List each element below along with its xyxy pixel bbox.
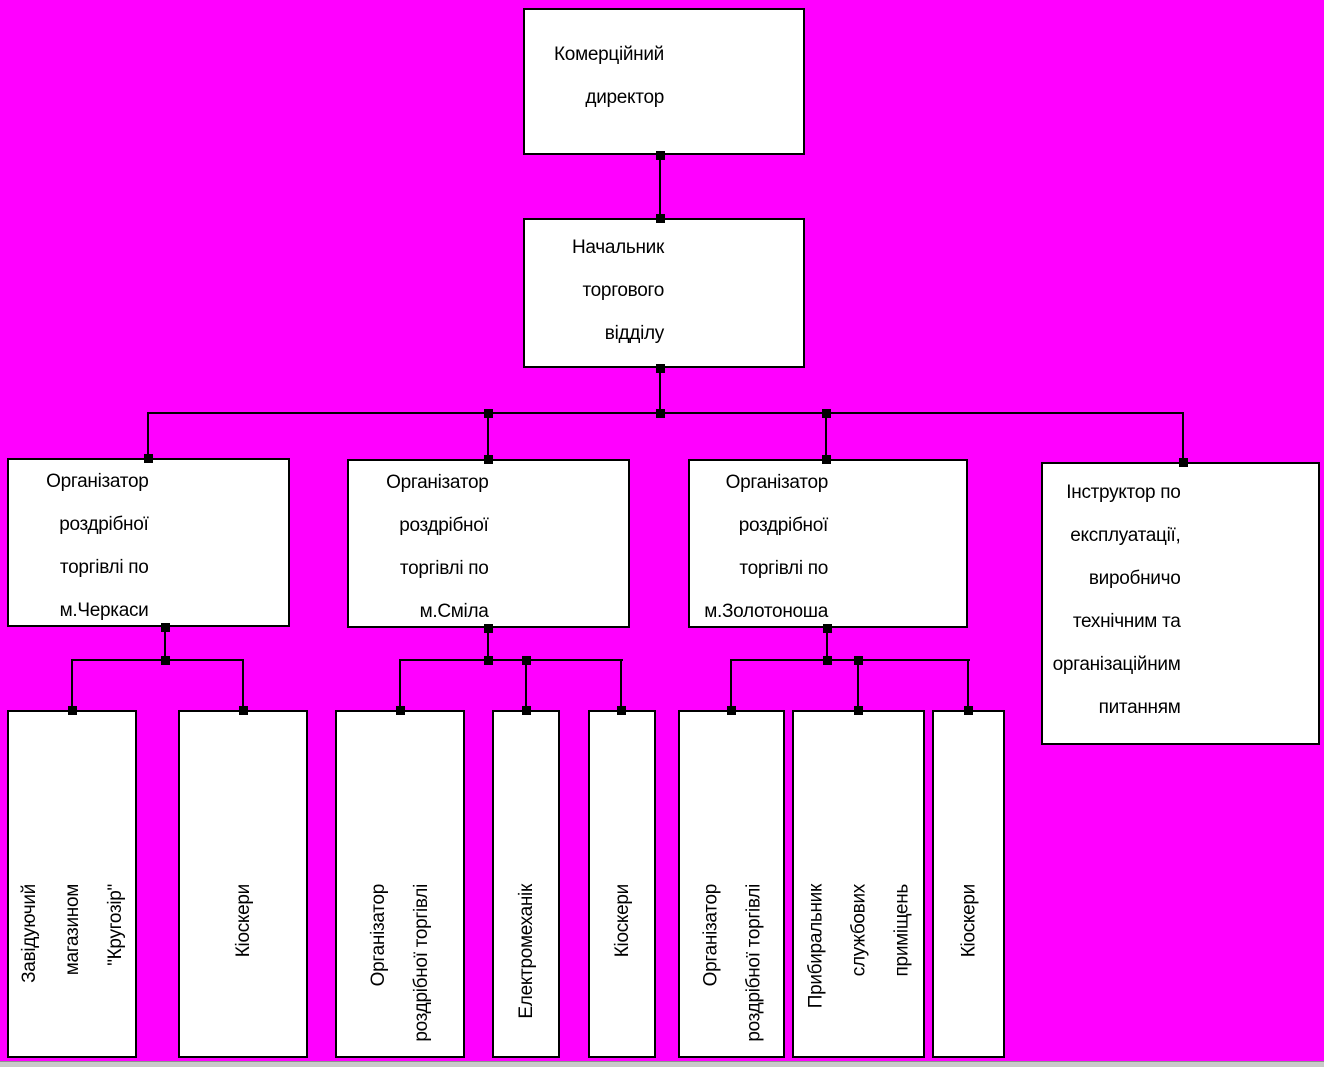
connector-drop-smila (487, 412, 489, 459)
node-store-manager-kruhozir[interactable]: Завідуючий магазином "Кругозір" (7, 710, 137, 1058)
node-organizer-smila[interactable]: Організатор роздрібної торгівлі по м.Смі… (347, 459, 630, 628)
connector-zolotonosha-child2-drop (857, 659, 859, 710)
connector-smila-stem (487, 628, 489, 660)
node-organizer-cherkasy[interactable]: Організатор роздрібної торгівлі по м.Чер… (7, 458, 290, 627)
node-kioskers-zolotonosha-label: Кіоскери (958, 884, 979, 958)
connection-handle (617, 706, 626, 715)
node-retail-organizer-smila[interactable]: Організатор роздрібної торгівлі (335, 710, 465, 1058)
node-electromechanic-label: Електромеханік (515, 884, 537, 1019)
connection-handle (484, 656, 493, 665)
node-instructor[interactable]: Інструктор по експлуатації, виробничо те… (1041, 462, 1320, 745)
node-kioskers-zolotonosha[interactable]: Кіоскери (932, 710, 1005, 1058)
node-retail-organizer-zolotonosha[interactable]: Організатор роздрібної торгівлі (678, 710, 785, 1058)
node-retail-organizer-zolotonosha-label: Організатор роздрібної торгівлі (699, 884, 764, 1042)
connection-handle (822, 455, 831, 464)
connector-zolotonosha-stem (826, 628, 828, 660)
connector-cherkasy-child2-drop (242, 659, 244, 710)
connector-cherkasy-rail (71, 659, 243, 661)
connector-level3-rail (147, 412, 1184, 414)
node-kioskers-cherkasy[interactable]: Кіоскери (178, 710, 308, 1058)
connection-handle (822, 409, 831, 418)
connection-handle (656, 214, 665, 223)
connection-handle (823, 656, 832, 665)
connector-cherkasy-stem (164, 627, 166, 660)
connection-handle (239, 706, 248, 715)
node-trade-department-head-label: Начальник торгового відділу (571, 237, 664, 344)
node-electromechanic[interactable]: Електромеханік (492, 710, 560, 1058)
connection-handle (396, 706, 405, 715)
node-commercial-director[interactable]: Комерційний директор (523, 8, 805, 155)
connection-handle (144, 454, 153, 463)
connection-handle (484, 455, 493, 464)
connector-drop-zolotonosha (825, 412, 827, 459)
connector-root-to-level2 (659, 155, 661, 218)
connection-handle (854, 706, 863, 715)
connector-drop-instruktor (1182, 412, 1184, 462)
connector-smila-child1-drop (399, 659, 401, 710)
connector-zolotonosha-child3-drop (967, 659, 969, 710)
connection-handle (964, 706, 973, 715)
connector-drop-cherkasy (147, 412, 149, 458)
node-kioskers-smila[interactable]: Кіоскери (588, 710, 656, 1058)
connection-handle (1179, 458, 1188, 467)
connection-handle (823, 624, 832, 633)
connector-level2-drop (659, 368, 661, 413)
connection-handle (656, 409, 665, 418)
node-retail-organizer-smila-label: Організатор роздрібної торгівлі (368, 884, 432, 1042)
connection-handle (68, 706, 77, 715)
connection-handle (656, 364, 665, 373)
connection-handle (522, 706, 531, 715)
connection-handle (161, 623, 170, 632)
connector-smila-child2-drop (525, 659, 527, 710)
node-instructor-label: Інструктор по експлуатації, виробничо те… (1052, 482, 1181, 718)
connection-handle (656, 151, 665, 160)
node-organizer-smila-label: Організатор роздрібної торгівлі по м.Смі… (386, 472, 489, 622)
node-kioskers-cherkasy-label: Кіоскери (232, 884, 254, 958)
connection-handle (484, 624, 493, 633)
node-commercial-director-label: Комерційний директор (554, 44, 664, 108)
node-organizer-zolotonosha[interactable]: Організатор роздрібної торгівлі по м.Зол… (688, 459, 968, 628)
node-store-manager-kruhozir-label: Завідуючий магазином "Кругозір" (18, 884, 126, 983)
node-cleaner-label: Прибиральник службових приміщень (805, 884, 912, 1009)
node-trade-department-head[interactable]: Начальник торгового відділу (523, 218, 805, 368)
node-organizer-cherkasy-label: Організатор роздрібної торгівлі по м.Чер… (46, 471, 149, 621)
node-kioskers-smila-label: Кіоскери (611, 884, 633, 958)
connection-handle (161, 656, 170, 665)
page-edge (0, 1061, 1324, 1067)
connector-zolotonosha-child1-drop (730, 659, 732, 710)
connection-handle (522, 656, 531, 665)
connection-handle (854, 656, 863, 665)
connector-cherkasy-child1-drop (71, 659, 73, 710)
connector-zolotonosha-rail (730, 659, 970, 661)
connector-smila-rail (399, 659, 623, 661)
node-organizer-zolotonosha-label: Організатор роздрібної торгівлі по м.Зол… (704, 472, 828, 622)
node-cleaner[interactable]: Прибиральник службових приміщень (792, 710, 925, 1058)
connection-handle (484, 409, 493, 418)
connector-smila-child3-drop (620, 659, 622, 710)
connection-handle (727, 706, 736, 715)
